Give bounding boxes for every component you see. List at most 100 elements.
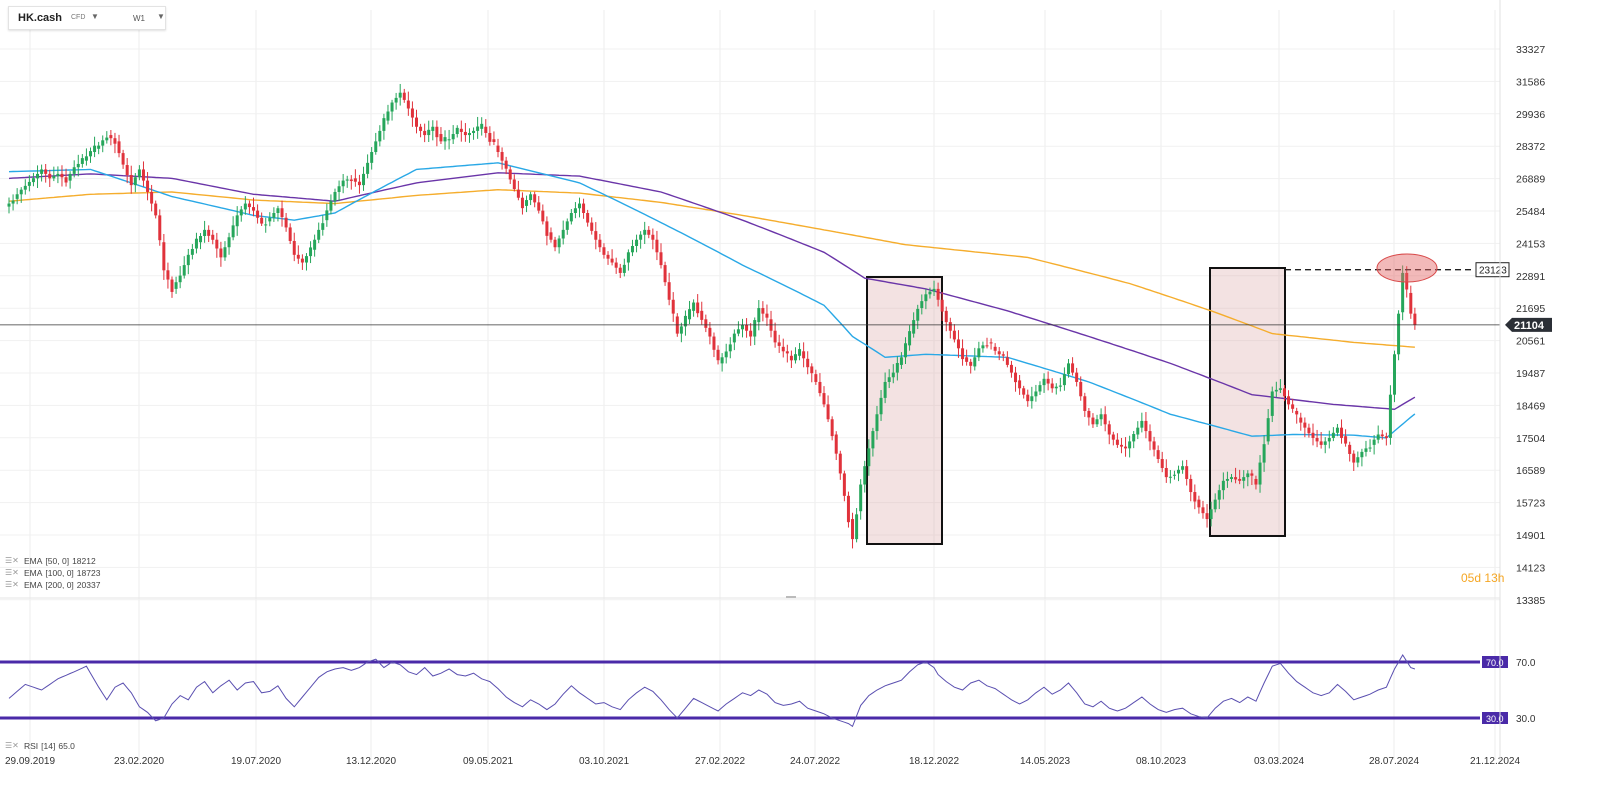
candle-body: [1225, 478, 1229, 481]
candle-body: [402, 92, 406, 100]
candle-body: [753, 320, 757, 337]
candle-body: [928, 291, 932, 295]
candle-body: [1205, 513, 1209, 520]
candle-body: [488, 132, 492, 142]
candle-body: [1091, 417, 1095, 425]
candle-body: [166, 270, 170, 280]
chevron-down-icon[interactable]: ▼: [91, 12, 99, 21]
candle-body: [247, 203, 251, 208]
candle-body: [1018, 380, 1022, 389]
candle-body: [1311, 432, 1315, 438]
countdown-days-unit: d: [1474, 571, 1482, 585]
candle-body: [944, 310, 948, 323]
rsi-legend[interactable]: ☰✕ RSI [14] 65.0: [5, 741, 75, 751]
candle-body: [520, 197, 524, 209]
candle-body: [712, 336, 716, 350]
symbol-name: HK.cash: [18, 12, 63, 24]
candle-body: [15, 194, 19, 199]
candle-body: [1083, 396, 1087, 411]
candle-body: [846, 495, 850, 523]
candle-body: [802, 351, 806, 359]
current-price-tag: [1505, 317, 1552, 332]
candle-body: [1266, 418, 1270, 442]
candle-body: [1189, 478, 1193, 493]
candle-body: [814, 374, 818, 382]
candle-body: [406, 100, 410, 109]
candle-body: [1148, 431, 1152, 442]
candle-body: [1230, 477, 1233, 479]
candle-body: [207, 229, 211, 236]
candle-body: [288, 227, 292, 241]
candle-body: [252, 207, 255, 211]
settings-close-icon[interactable]: ☰✕: [5, 556, 19, 565]
chevron-down-icon[interactable]: ▼: [157, 12, 165, 21]
candle-body: [1364, 448, 1368, 452]
indicator-legend-item[interactable]: ☰✕ EMA [50, 0] 18212: [5, 555, 100, 567]
candle-body: [472, 130, 476, 133]
candle-body: [1111, 434, 1115, 440]
x-axis-tick-label: 21.12.2024: [1470, 756, 1520, 767]
rsi-lower-label: 30.0: [1486, 714, 1504, 724]
candle-body: [410, 108, 414, 118]
x-axis-tick-label: 27.02.2022: [695, 756, 745, 767]
candle-body: [573, 208, 577, 213]
candle-body: [374, 141, 378, 153]
candle-body: [1107, 424, 1111, 435]
candle-body: [117, 141, 121, 154]
candle-body: [838, 453, 842, 474]
rsi-params: [14]: [41, 741, 56, 751]
candle-body: [818, 381, 822, 394]
resistance-label-box: [1475, 262, 1510, 278]
candle-body: [1177, 469, 1181, 474]
rsi-label: RSI: [24, 741, 39, 751]
candle-body: [341, 180, 345, 187]
candle-body: [1103, 414, 1107, 425]
candle-body: [1331, 432, 1335, 438]
candle-body: [93, 145, 97, 153]
candle-body: [557, 238, 561, 248]
indicator-legend-item[interactable]: ☰✕ EMA [100, 0] 18723: [5, 567, 100, 579]
candle-body: [199, 236, 203, 243]
candle-body: [1282, 388, 1286, 397]
indicator-legend-item[interactable]: ☰✕ EMA [200, 0] 20337: [5, 579, 100, 591]
settings-close-icon[interactable]: ☰✕: [5, 568, 19, 577]
candle-body: [1295, 410, 1299, 415]
candle-body: [1213, 499, 1217, 510]
candle-body: [1234, 477, 1238, 480]
candle-body: [516, 189, 520, 198]
candle-body: [1287, 396, 1291, 405]
candle-body: [7, 203, 11, 207]
candle-body: [879, 397, 883, 415]
candle-body: [1270, 391, 1274, 416]
candle-body: [545, 221, 549, 236]
settings-close-icon[interactable]: ☰✕: [5, 580, 19, 589]
candle-body: [569, 212, 573, 222]
candle-body: [1409, 292, 1413, 314]
candle-body: [826, 404, 830, 420]
candle-body: [806, 358, 810, 368]
candle-body: [708, 327, 712, 337]
x-axis-tick-label: 23.02.2020: [114, 756, 164, 767]
x-axis-tick-label: 14.05.2023: [1020, 756, 1070, 767]
candle-body: [1193, 492, 1197, 502]
candle-body: [639, 234, 643, 240]
y-axis-tick-label: 17504: [1516, 433, 1545, 445]
candle-body: [31, 178, 35, 183]
candle-body: [382, 118, 386, 131]
candle-body: [390, 102, 394, 112]
candle-body: [300, 258, 304, 263]
candle-body: [1307, 427, 1311, 434]
candle-body: [398, 92, 402, 98]
symbol-selector[interactable]: HK.cash CFD ▼ W1 ▼: [8, 6, 166, 30]
candle-body: [920, 301, 924, 309]
candle-body: [773, 330, 777, 343]
settings-close-icon[interactable]: ☰✕: [5, 741, 19, 750]
x-axis-tick-label: 18.12.2022: [909, 756, 959, 767]
candle-body: [904, 343, 907, 358]
candle-body: [1042, 378, 1046, 386]
timeframe-label[interactable]: W1: [133, 14, 145, 23]
candle-body: [333, 191, 337, 202]
instrument-type: CFD: [71, 14, 86, 21]
candle-countdown: 05d 13h: [1461, 571, 1504, 585]
